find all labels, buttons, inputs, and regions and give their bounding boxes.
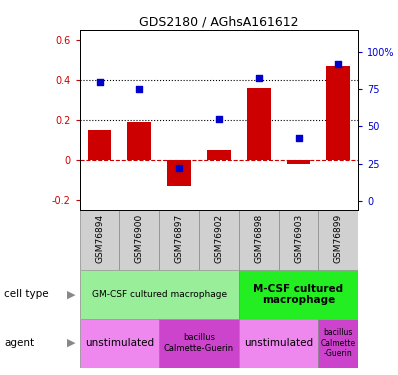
Text: cell type: cell type (4, 290, 49, 299)
Bar (127, 122, 151, 160)
Point (136, 86, 142, 92)
Text: ▶: ▶ (67, 338, 76, 348)
Bar (279, 210, 318, 270)
Text: bacillus
Calmette-Guerin: bacillus Calmette-Guerin (164, 333, 234, 353)
Text: bacillus
Calmette
-Guerin: bacillus Calmette -Guerin (321, 328, 356, 358)
Text: GSM76898: GSM76898 (254, 214, 263, 263)
Bar (119, 210, 159, 270)
Text: unstimulated: unstimulated (85, 338, 154, 348)
Text: GSM76897: GSM76897 (175, 214, 183, 263)
Point (335, 61, 341, 67)
Text: GSM76894: GSM76894 (95, 214, 104, 263)
Bar (287, 160, 310, 164)
Text: agent: agent (4, 338, 34, 348)
Text: M-CSF cultured
macrophage: M-CSF cultured macrophage (254, 284, 343, 305)
Bar (239, 210, 279, 270)
Text: GSM76903: GSM76903 (294, 214, 303, 263)
Bar (247, 88, 271, 160)
Bar (239, 319, 318, 368)
Bar (207, 150, 231, 160)
Bar (318, 210, 358, 270)
Bar (80, 319, 159, 368)
Text: GSM76899: GSM76899 (334, 214, 343, 263)
Text: GM-CSF cultured macrophage: GM-CSF cultured macrophage (92, 290, 227, 299)
Point (256, 75, 262, 81)
Point (216, 116, 222, 122)
Bar (318, 319, 358, 368)
Bar (88, 130, 111, 160)
Title: GDS2180 / AGhsA161612: GDS2180 / AGhsA161612 (139, 16, 298, 29)
Bar (167, 160, 191, 186)
Point (295, 135, 302, 141)
Text: GSM76900: GSM76900 (135, 214, 144, 263)
Point (176, 165, 182, 171)
Bar (159, 210, 199, 270)
Text: ▶: ▶ (67, 290, 76, 299)
Bar (199, 210, 239, 270)
Point (96, 79, 103, 85)
Text: GSM76902: GSM76902 (215, 214, 223, 263)
Bar (80, 270, 239, 319)
Text: unstimulated: unstimulated (244, 338, 313, 348)
Bar (159, 319, 239, 368)
Bar (326, 66, 350, 160)
Bar (80, 210, 119, 270)
Bar (239, 270, 358, 319)
